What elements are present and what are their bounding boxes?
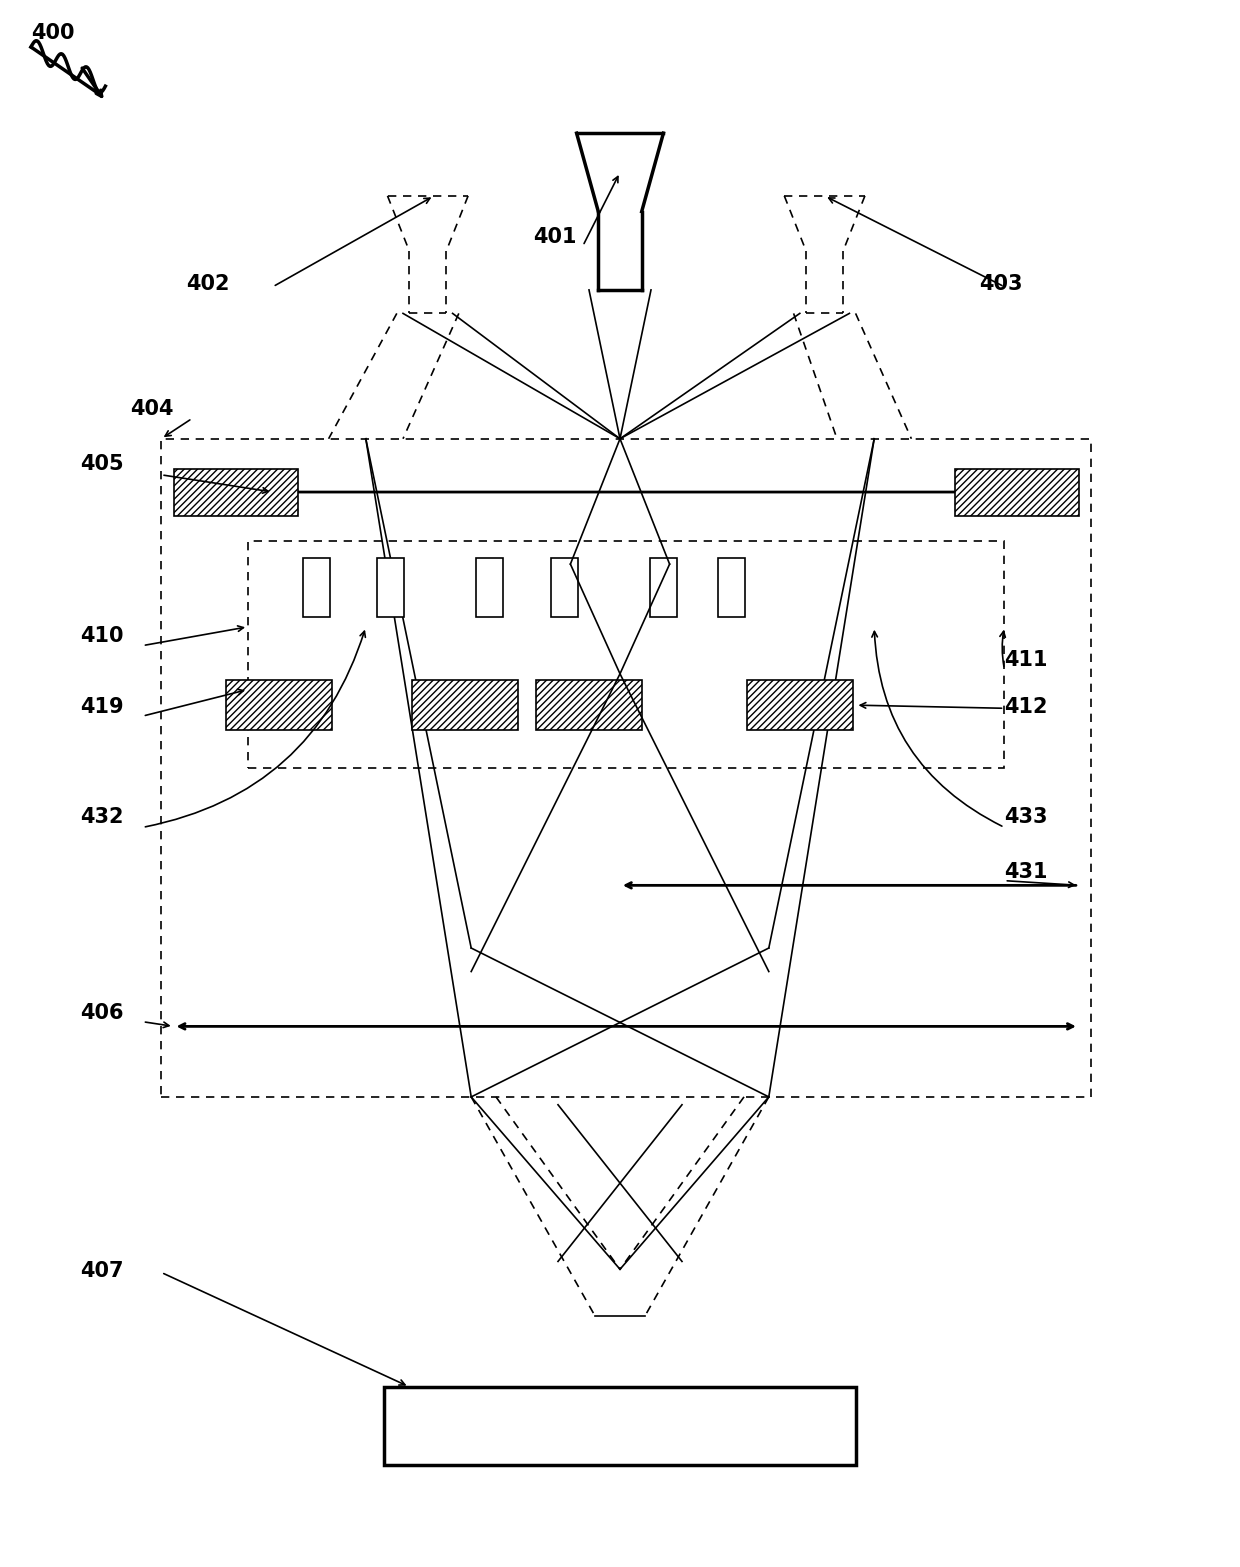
Text: 433: 433 [1004,807,1048,827]
Bar [746,680,853,730]
Text: 402: 402 [186,274,229,295]
Bar [536,680,642,730]
Text: 412: 412 [1004,697,1048,718]
Bar [161,439,1091,1097]
Text: 431: 431 [1004,862,1048,882]
Text: 419: 419 [81,697,124,718]
Bar [303,558,330,617]
Text: 404: 404 [130,400,174,420]
Text: 403: 403 [980,274,1023,295]
Bar [476,558,503,617]
Text: 410: 410 [81,627,124,647]
Text: 432: 432 [81,807,124,827]
Bar [248,541,1004,768]
Bar [226,680,332,730]
Text: 405: 405 [81,454,124,475]
Bar [174,469,298,516]
Bar [377,558,404,617]
Bar [955,469,1079,516]
Text: 401: 401 [533,227,577,248]
Bar [412,680,518,730]
Text: 406: 406 [81,1003,124,1023]
Bar [718,558,745,617]
Bar [650,558,677,617]
Text: 400: 400 [31,24,74,44]
Text: 407: 407 [81,1261,124,1282]
Text: 411: 411 [1004,650,1048,671]
Bar [384,1387,856,1465]
Bar [551,558,578,617]
